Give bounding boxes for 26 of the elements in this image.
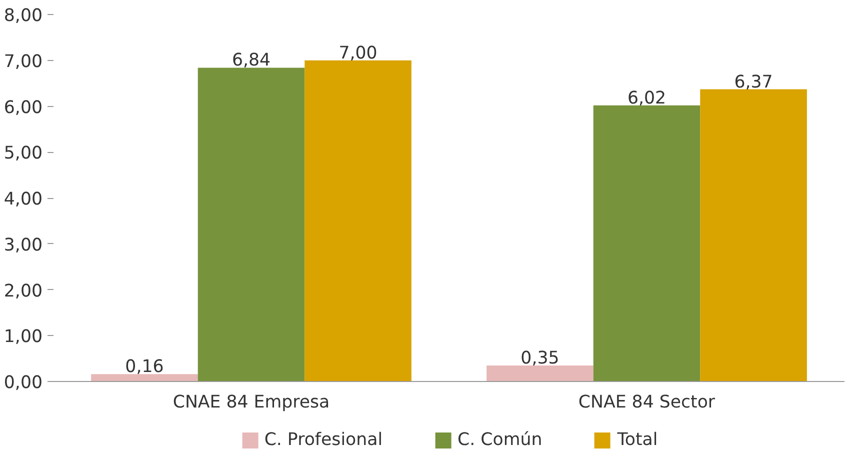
- y-tick-label: 1,00: [4, 327, 43, 348]
- legend-label: C. Profesional: [264, 430, 383, 450]
- legend-label: C. Común: [458, 430, 542, 450]
- x-tick-label: CNAE 84 Sector: [578, 392, 716, 412]
- y-tick-label: 3,00: [4, 235, 43, 256]
- x-tick-label: CNAE 84 Empresa: [172, 392, 330, 412]
- bar: [198, 68, 305, 382]
- data-label: 6,84: [232, 50, 271, 71]
- y-tick-label: 6,00: [4, 98, 43, 118]
- y-tick-label: 0,00: [4, 373, 43, 393]
- legend-label: Total: [617, 430, 658, 450]
- data-label: 0,35: [520, 348, 560, 368]
- bar: [304, 60, 412, 382]
- data-label: 6,37: [734, 72, 773, 92]
- y-tick-label: 2,00: [4, 281, 43, 302]
- data-label: 7,00: [338, 43, 378, 64]
- bar: [486, 365, 594, 382]
- bar: [593, 105, 700, 382]
- y-tick-label: 5,00: [4, 144, 43, 164]
- y-tick-label: 8,00: [4, 6, 43, 26]
- y-tick-label: 7,00: [4, 52, 43, 72]
- y-tick-label: 4,00: [4, 190, 43, 210]
- data-label: 0,16: [125, 357, 164, 378]
- data-label: 6,02: [627, 88, 666, 108]
- bar: [91, 374, 198, 382]
- bar: [700, 89, 807, 382]
